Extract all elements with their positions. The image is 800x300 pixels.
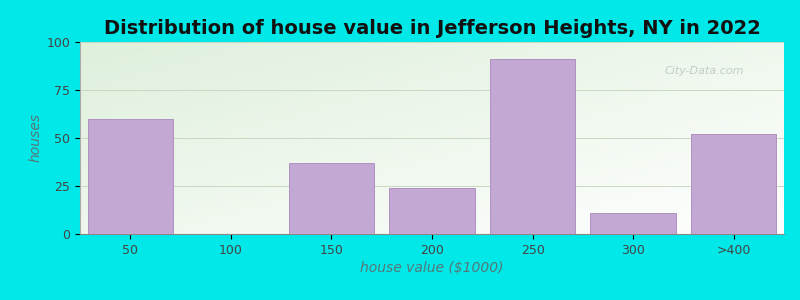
Bar (490, 59, 575, 234)
Bar (289, 163, 374, 234)
Bar (390, 188, 474, 234)
Bar (691, 134, 777, 234)
X-axis label: house value ($1000): house value ($1000) (360, 261, 504, 275)
Y-axis label: houses: houses (28, 113, 42, 163)
Text: City-Data.com: City-Data.com (664, 66, 744, 76)
Bar (87, 119, 173, 234)
Title: Distribution of house value in Jefferson Heights, NY in 2022: Distribution of house value in Jefferson… (103, 19, 761, 38)
Bar (590, 213, 676, 234)
